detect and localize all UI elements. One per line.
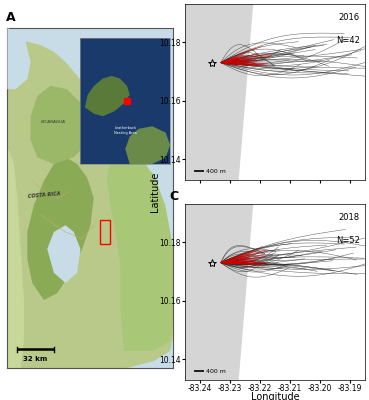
Text: N=52: N=52 xyxy=(336,236,360,245)
Text: Latitude: Latitude xyxy=(150,172,160,212)
Bar xyxy=(100,220,110,244)
Polygon shape xyxy=(31,86,90,164)
Polygon shape xyxy=(7,42,173,368)
Polygon shape xyxy=(184,204,253,380)
Text: N=42: N=42 xyxy=(336,36,360,45)
Text: B: B xyxy=(170,0,179,3)
Polygon shape xyxy=(7,28,31,89)
Polygon shape xyxy=(184,4,253,180)
Text: 32 km: 32 km xyxy=(24,356,48,362)
Polygon shape xyxy=(47,225,80,283)
Text: C: C xyxy=(170,190,179,203)
Text: NICARAGUA: NICARAGUA xyxy=(41,120,66,124)
Text: COSTA RICA: COSTA RICA xyxy=(27,191,61,199)
Text: Longitude: Longitude xyxy=(251,392,299,400)
Polygon shape xyxy=(110,28,173,137)
Text: A: A xyxy=(6,11,15,24)
Polygon shape xyxy=(7,147,24,368)
Polygon shape xyxy=(107,147,173,351)
Text: 400 m: 400 m xyxy=(206,169,226,174)
Text: 2018: 2018 xyxy=(339,213,360,222)
Text: 2016: 2016 xyxy=(339,13,360,22)
Polygon shape xyxy=(27,157,94,300)
Text: 400 m: 400 m xyxy=(206,369,226,374)
